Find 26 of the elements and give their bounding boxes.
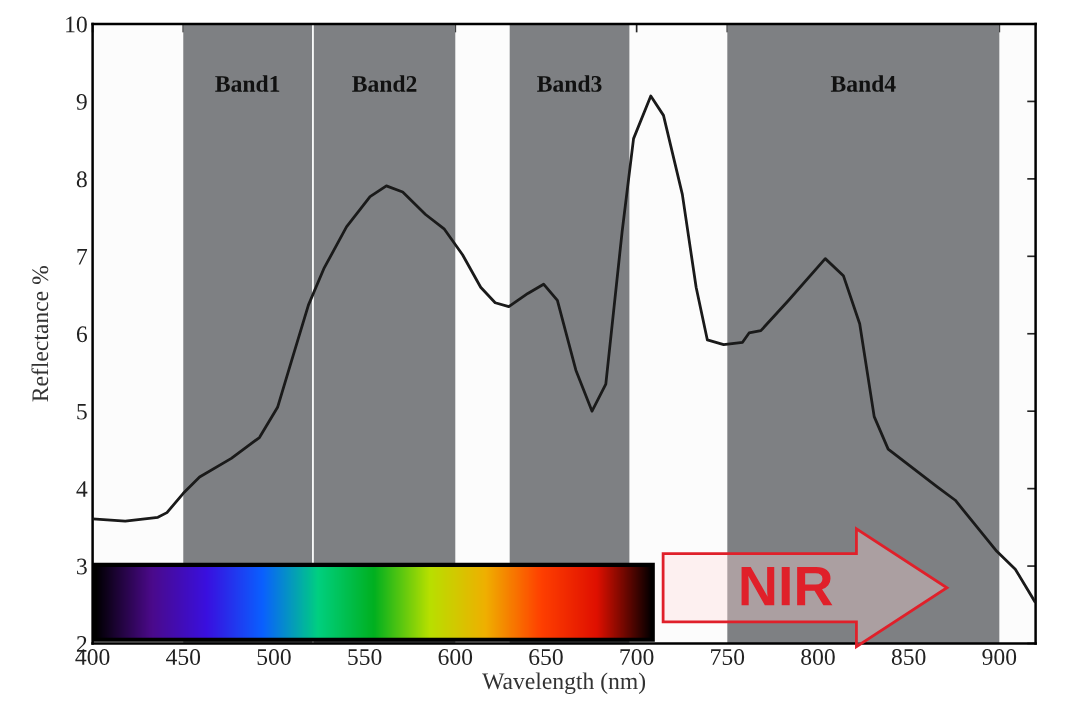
x-tick-label: 700: [620, 649, 654, 665]
y-tick-label: 5: [77, 403, 87, 420]
y-tick-label: 4: [76, 481, 88, 497]
band-label: Band2: [352, 75, 417, 92]
x-tick-label: 550: [348, 649, 382, 665]
y-axis-title: Reflectance %: [31, 266, 49, 402]
x-axis-title: Wavelength (nm): [482, 672, 646, 695]
band-label: Band3: [537, 75, 602, 92]
band-label: Band4: [830, 75, 896, 92]
x-tick-label: 850: [891, 649, 926, 665]
x-tick-label: 650: [529, 649, 563, 665]
y-tick-label: 6: [76, 326, 88, 343]
y-tick-label: 9: [76, 93, 87, 110]
x-tick-label: 900: [982, 649, 1017, 665]
annotation: NIR: [741, 566, 833, 606]
band-label: Band1: [215, 75, 280, 92]
x-tick-label: 750: [711, 649, 745, 665]
y-tick-label: 8: [76, 171, 87, 188]
x-tick-label: 600: [438, 649, 473, 665]
x-tick-label: 450: [166, 649, 201, 665]
y-tick-label: 3: [77, 558, 87, 575]
line-series: [92, 94, 1036, 604]
y-tick-label: 10: [66, 16, 87, 33]
y-tick-label: 7: [77, 249, 88, 265]
x-tick-label: 800: [801, 649, 835, 665]
x-tick-label: 500: [257, 649, 291, 665]
